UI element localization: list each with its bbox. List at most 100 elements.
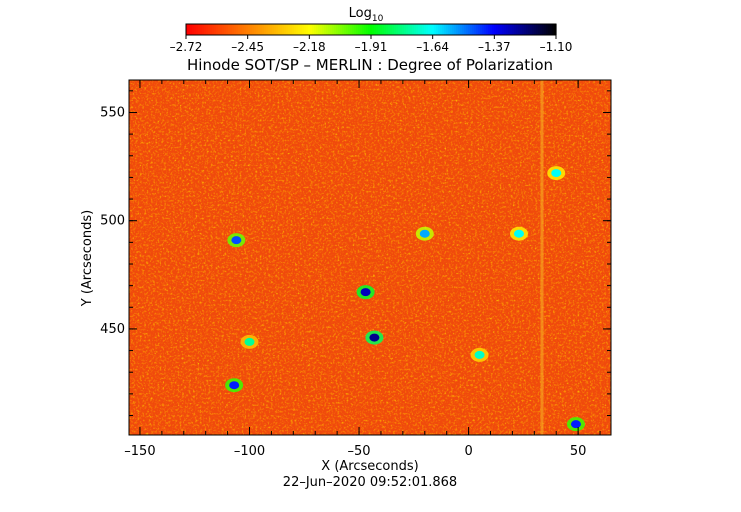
heatmap-image bbox=[129, 80, 611, 435]
colorbar-swatch bbox=[416, 24, 419, 35]
colorbar-swatch bbox=[318, 24, 321, 35]
colorbar-swatch bbox=[538, 24, 541, 35]
y-tick-label: 550 bbox=[100, 105, 125, 120]
colorbar-swatch bbox=[300, 24, 303, 35]
colorbar-swatch bbox=[312, 24, 315, 35]
colorbar-swatch bbox=[402, 24, 405, 35]
colorbar-swatch bbox=[324, 24, 327, 35]
colorbar-swatch bbox=[358, 24, 361, 35]
colorbar-swatch bbox=[410, 24, 413, 35]
colorbar-swatch bbox=[486, 24, 489, 35]
colorbar-swatch bbox=[530, 24, 533, 35]
x-axis-label: X (Arcseconds) bbox=[321, 459, 418, 474]
colorbar-swatch bbox=[422, 24, 425, 35]
colorbar-swatch bbox=[372, 24, 375, 35]
colorbar-swatch bbox=[304, 24, 307, 35]
timestamp: 22–Jun–2020 09:52:01.868 bbox=[283, 475, 457, 490]
colorbar-swatch bbox=[188, 24, 191, 35]
colorbar-swatch bbox=[454, 24, 457, 35]
axis-ticks: –150 –100 –50 0 50 450 500 550 bbox=[100, 80, 611, 459]
colorbar-swatch bbox=[398, 24, 401, 35]
colorbar-tick-label: –1.64 bbox=[416, 40, 449, 54]
colorbar-swatch bbox=[528, 24, 531, 35]
colorbar-swatch bbox=[544, 24, 547, 35]
colorbar-swatch bbox=[258, 24, 261, 35]
colorbar-tick-label: –2.72 bbox=[170, 40, 203, 54]
colorbar-swatch bbox=[554, 24, 557, 35]
colorbar-swatch bbox=[272, 24, 275, 35]
colorbar-swatch bbox=[380, 24, 383, 35]
x-tick-label: –50 bbox=[348, 444, 371, 459]
colorbar-swatch bbox=[514, 24, 517, 35]
colorbar-swatch bbox=[224, 24, 227, 35]
feature-core bbox=[570, 420, 581, 429]
colorbar-swatch bbox=[540, 24, 543, 35]
colorbar-swatch bbox=[474, 24, 477, 35]
colorbar-swatch bbox=[488, 24, 491, 35]
colorbar-swatch bbox=[352, 24, 355, 35]
colorbar-swatch bbox=[370, 24, 373, 35]
colorbar-swatch bbox=[296, 24, 299, 35]
feature-core bbox=[369, 333, 380, 342]
colorbar-swatch bbox=[406, 24, 409, 35]
colorbar-swatch bbox=[332, 24, 335, 35]
colorbar-swatch bbox=[348, 24, 351, 35]
colorbar-swatch bbox=[336, 24, 339, 35]
colorbar-swatch bbox=[340, 24, 343, 35]
colorbar-swatch bbox=[542, 24, 545, 35]
colorbar-swatch bbox=[404, 24, 407, 35]
colorbar-swatch bbox=[266, 24, 269, 35]
colorbar-swatch bbox=[204, 24, 207, 35]
colorbar-swatch bbox=[394, 24, 397, 35]
colorbar-swatch bbox=[280, 24, 283, 35]
colorbar-swatch bbox=[216, 24, 219, 35]
colorbar-swatch bbox=[428, 24, 431, 35]
colorbar-swatch bbox=[268, 24, 271, 35]
colorbar-swatch bbox=[246, 24, 249, 35]
colorbar-swatch bbox=[254, 24, 257, 35]
x-tick-label: –150 bbox=[124, 444, 155, 459]
colorbar-swatch bbox=[362, 24, 365, 35]
colorbar-swatch bbox=[378, 24, 381, 35]
colorbar-swatch bbox=[460, 24, 463, 35]
colorbar-tick-label: –2.45 bbox=[231, 40, 264, 54]
colorbar-swatch bbox=[506, 24, 509, 35]
colorbar-tick-label: –1.10 bbox=[540, 40, 573, 54]
colorbar-swatch bbox=[498, 24, 501, 35]
colorbar-swatch bbox=[218, 24, 221, 35]
colorbar-swatch bbox=[226, 24, 229, 35]
colorbar-swatch bbox=[390, 24, 393, 35]
colorbar-tick-label: –2.18 bbox=[293, 40, 326, 54]
y-axis-label: Y (Arcseconds) bbox=[80, 210, 95, 307]
colorbar-swatch bbox=[232, 24, 235, 35]
colorbar-swatch bbox=[518, 24, 521, 35]
colorbar-swatch bbox=[344, 24, 347, 35]
colorbar-swatch bbox=[356, 24, 359, 35]
colorbar-swatch bbox=[516, 24, 519, 35]
colorbar-swatch bbox=[482, 24, 485, 35]
colorbar-swatch bbox=[354, 24, 357, 35]
colorbar-swatch bbox=[330, 24, 333, 35]
colorbar-swatch bbox=[198, 24, 201, 35]
feature-core bbox=[419, 229, 430, 238]
colorbar-swatch bbox=[546, 24, 549, 35]
colorbar-swatch bbox=[210, 24, 213, 35]
colorbar-swatch bbox=[228, 24, 231, 35]
colorbar-swatch bbox=[298, 24, 301, 35]
colorbar-swatch bbox=[208, 24, 211, 35]
plot-frame bbox=[128, 79, 612, 436]
colorbar-swatch bbox=[240, 24, 243, 35]
colorbar-swatch bbox=[508, 24, 511, 35]
colorbar-swatch bbox=[294, 24, 297, 35]
feature-core bbox=[474, 350, 485, 359]
colorbar-swatch bbox=[432, 24, 435, 35]
colorbar-swatch bbox=[414, 24, 417, 35]
colorbar-swatch bbox=[408, 24, 411, 35]
colorbar-swatch bbox=[458, 24, 461, 35]
colorbar-swatch bbox=[202, 24, 205, 35]
colorbar-swatch bbox=[260, 24, 263, 35]
x-tick-label: 0 bbox=[464, 444, 472, 459]
colorbar-swatch bbox=[434, 24, 437, 35]
colorbar-swatch bbox=[302, 24, 305, 35]
colorbar-swatch bbox=[256, 24, 259, 35]
